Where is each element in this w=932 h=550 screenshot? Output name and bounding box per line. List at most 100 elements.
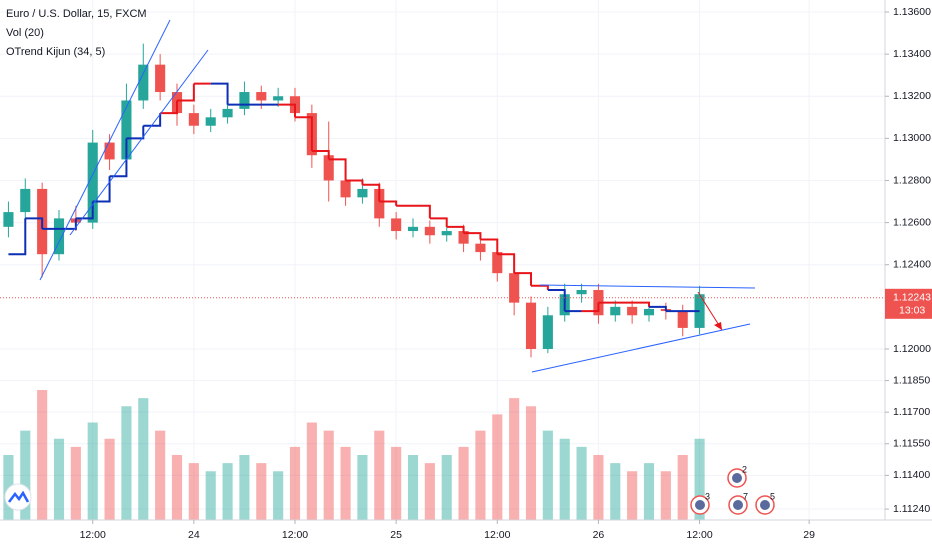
arrow-head: [714, 322, 722, 330]
candle-body: [677, 311, 688, 328]
volume-bar: [475, 430, 486, 520]
y-tick-label: 1.13000: [893, 132, 931, 144]
x-tick-label: 12:00: [686, 529, 712, 541]
candle-body: [576, 290, 587, 295]
volume-bar: [171, 455, 183, 520]
candle-body: [155, 64, 166, 93]
event-icon-inner: [733, 500, 743, 510]
indicator-line: [446, 225, 465, 234]
volume-bar: [492, 414, 503, 520]
volume-bar: [273, 471, 284, 520]
candle-body: [323, 155, 334, 181]
y-tick-label: 1.13600: [893, 6, 931, 18]
indicator-line: [8, 218, 27, 256]
y-tick-label: 1.11400: [893, 469, 930, 481]
volume-bar: [256, 463, 267, 520]
indicator-line: [92, 176, 111, 203]
indicator-line: [531, 284, 549, 291]
volume-bar: [458, 446, 469, 520]
x-tick-label: 24: [188, 529, 200, 541]
logo-mark: [8, 490, 30, 503]
volume-bar: [525, 406, 537, 520]
candle-body: [407, 226, 419, 232]
event-icon-inner: [732, 473, 742, 483]
candle-body: [610, 306, 621, 316]
volume-bar: [660, 471, 671, 520]
y-tick-label: 1.12800: [893, 174, 931, 186]
indicator-line: [362, 183, 381, 202]
candle-body: [374, 188, 385, 219]
volume-bar: [509, 398, 520, 520]
event-count: 2: [742, 464, 747, 474]
indicator-line: [632, 301, 650, 307]
indicator-line: [514, 272, 532, 286]
x-tick-label: 26: [593, 529, 605, 541]
indicator-line: [210, 82, 229, 105]
volume-bar: [104, 438, 115, 520]
indicator-line: [311, 150, 330, 160]
indicator-line: [649, 305, 667, 312]
volume-bar: [694, 438, 705, 520]
volume-bar: [357, 455, 368, 520]
candle-body: [53, 218, 65, 255]
indicator-legend: OTrend Kijun (34, 5): [6, 46, 105, 58]
volume-bar: [289, 446, 301, 520]
y-tick-label: 1.12400: [893, 259, 931, 271]
indicator-line: [379, 200, 398, 206]
candle-body: [542, 315, 553, 349]
candle-body: [273, 96, 284, 101]
candle-body: [441, 231, 452, 236]
channel-line: [39, 19, 171, 281]
volume-legend: Vol (20): [6, 27, 44, 39]
volume-bar: [53, 438, 65, 520]
x-tick-label: 29: [803, 529, 815, 541]
x-tick-label: 12:00: [484, 529, 510, 541]
event-icon-inner: [760, 500, 770, 510]
candle-body: [424, 226, 435, 236]
y-tick-label: 1.13200: [893, 90, 931, 102]
event-count: 7: [743, 491, 748, 501]
volume-bar: [20, 430, 31, 520]
volume-bar: [138, 398, 149, 520]
indicator-line: [278, 103, 296, 118]
volume-bar: [121, 406, 132, 520]
events: 3 2 7 5: [690, 464, 775, 515]
volume-bar: [424, 463, 435, 520]
indicator-line: [413, 204, 431, 219]
volume-bar: [542, 430, 553, 520]
indicator-line: [25, 217, 44, 229]
indicator-line: [328, 158, 347, 181]
volume-bar: [610, 463, 621, 520]
candle-body: [509, 273, 520, 303]
volume-bar: [559, 438, 570, 520]
volume-bar: [407, 455, 419, 520]
indicator-line: [497, 253, 516, 274]
indicator-line: [581, 302, 600, 313]
volume-bar: [222, 463, 233, 520]
volume-bar: [306, 422, 317, 520]
y-tick-label: 1.12000: [893, 343, 931, 355]
y-tick-label: 1.11850: [893, 374, 930, 386]
volume-bar: [441, 455, 452, 520]
candle-body: [525, 302, 537, 349]
volume-bar: [391, 446, 402, 520]
candle-body: [138, 64, 149, 101]
candle-body: [357, 188, 368, 198]
y-tick-label: 1.11700: [893, 406, 930, 418]
chart-title: Euro / U.S. Dollar, 15, FXCM: [6, 8, 147, 20]
channel-line: [69, 49, 209, 236]
current-price-box: [885, 288, 932, 319]
event-count: 3: [705, 491, 710, 501]
y-tick-label: 1.12600: [893, 216, 931, 228]
volume-bar: [643, 463, 655, 520]
indicator-line: [463, 232, 482, 240]
indicator-line: [177, 83, 195, 102]
volume-bar: [340, 446, 351, 520]
volume-bar: [239, 455, 250, 520]
candle-body: [188, 113, 199, 126]
candle-body: [3, 212, 14, 227]
volume-bar: [155, 430, 166, 520]
volume-bar: [576, 446, 587, 520]
candle-body: [340, 180, 351, 198]
